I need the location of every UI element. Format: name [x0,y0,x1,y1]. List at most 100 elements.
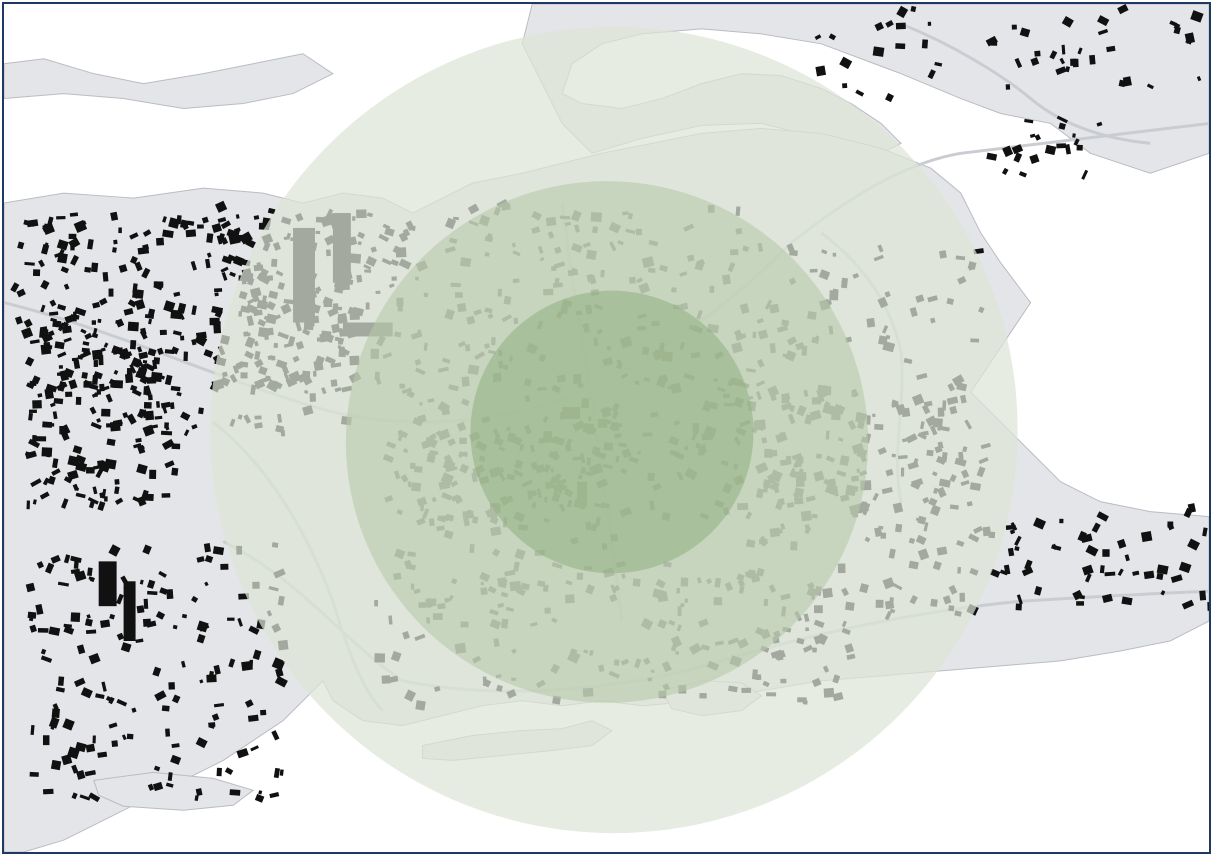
building [213,702,225,708]
building [117,347,129,355]
building [95,693,105,699]
building [70,314,80,320]
building [1178,561,1192,574]
building [111,740,119,748]
building [1187,538,1201,551]
building [152,781,164,792]
building [135,358,144,368]
radius-ring-inner[interactable] [470,290,754,574]
building [136,410,146,419]
building [42,477,50,486]
building [43,341,51,350]
building [79,350,92,359]
building [181,660,186,668]
building [98,297,108,306]
building [105,695,113,702]
building [165,426,170,431]
building [127,299,137,308]
building [96,417,102,423]
building [214,200,228,213]
building [220,266,229,273]
building [83,379,90,385]
building [1118,79,1126,88]
building [1202,527,1208,537]
building [44,562,55,574]
building [147,308,156,317]
building [114,479,120,485]
building [196,620,209,633]
building [196,556,205,563]
building [142,360,148,364]
building [53,397,64,405]
building [52,458,59,469]
building [1122,76,1132,87]
building [23,318,33,328]
building [28,412,33,421]
building [183,429,190,437]
building [87,238,94,250]
building [85,743,96,753]
building [52,320,62,328]
building [1077,47,1083,55]
building [220,220,232,230]
building [1030,57,1040,66]
building [71,792,78,800]
building [106,438,116,446]
building [147,590,158,596]
building [57,252,68,264]
building [32,499,37,505]
building [1084,573,1092,583]
building [89,406,97,415]
building [1029,153,1040,165]
building [48,311,59,316]
building [274,675,288,688]
building [142,229,152,237]
building [121,734,127,741]
building [39,491,50,500]
building [1199,590,1207,601]
building [1207,602,1209,611]
building [229,271,236,278]
building [75,461,88,472]
building [52,411,58,420]
building [70,254,79,266]
building [194,334,208,347]
building [63,283,70,290]
building [187,220,195,226]
building [211,222,223,233]
building [1007,547,1015,557]
building [47,475,56,485]
building [127,321,139,332]
building [61,498,69,509]
building [56,239,69,251]
building [218,233,225,243]
building [99,492,105,499]
building [84,618,93,627]
building [102,271,109,282]
building [97,751,108,758]
building [110,211,119,221]
building [991,39,998,46]
building [842,83,848,89]
building [135,437,142,443]
building [896,5,909,19]
building [79,794,91,801]
building [63,476,73,484]
building [190,260,197,271]
building [171,694,181,704]
building [228,658,236,668]
building [60,266,70,274]
building [50,554,61,564]
building [855,89,865,97]
building [104,496,108,502]
building [206,233,214,244]
building [176,391,182,397]
map-canvas[interactable] [4,4,1209,852]
building [29,624,37,633]
building [134,298,146,311]
building [1076,144,1083,151]
building [57,322,65,332]
building [45,451,51,456]
building [1034,50,1041,57]
building [70,555,82,563]
